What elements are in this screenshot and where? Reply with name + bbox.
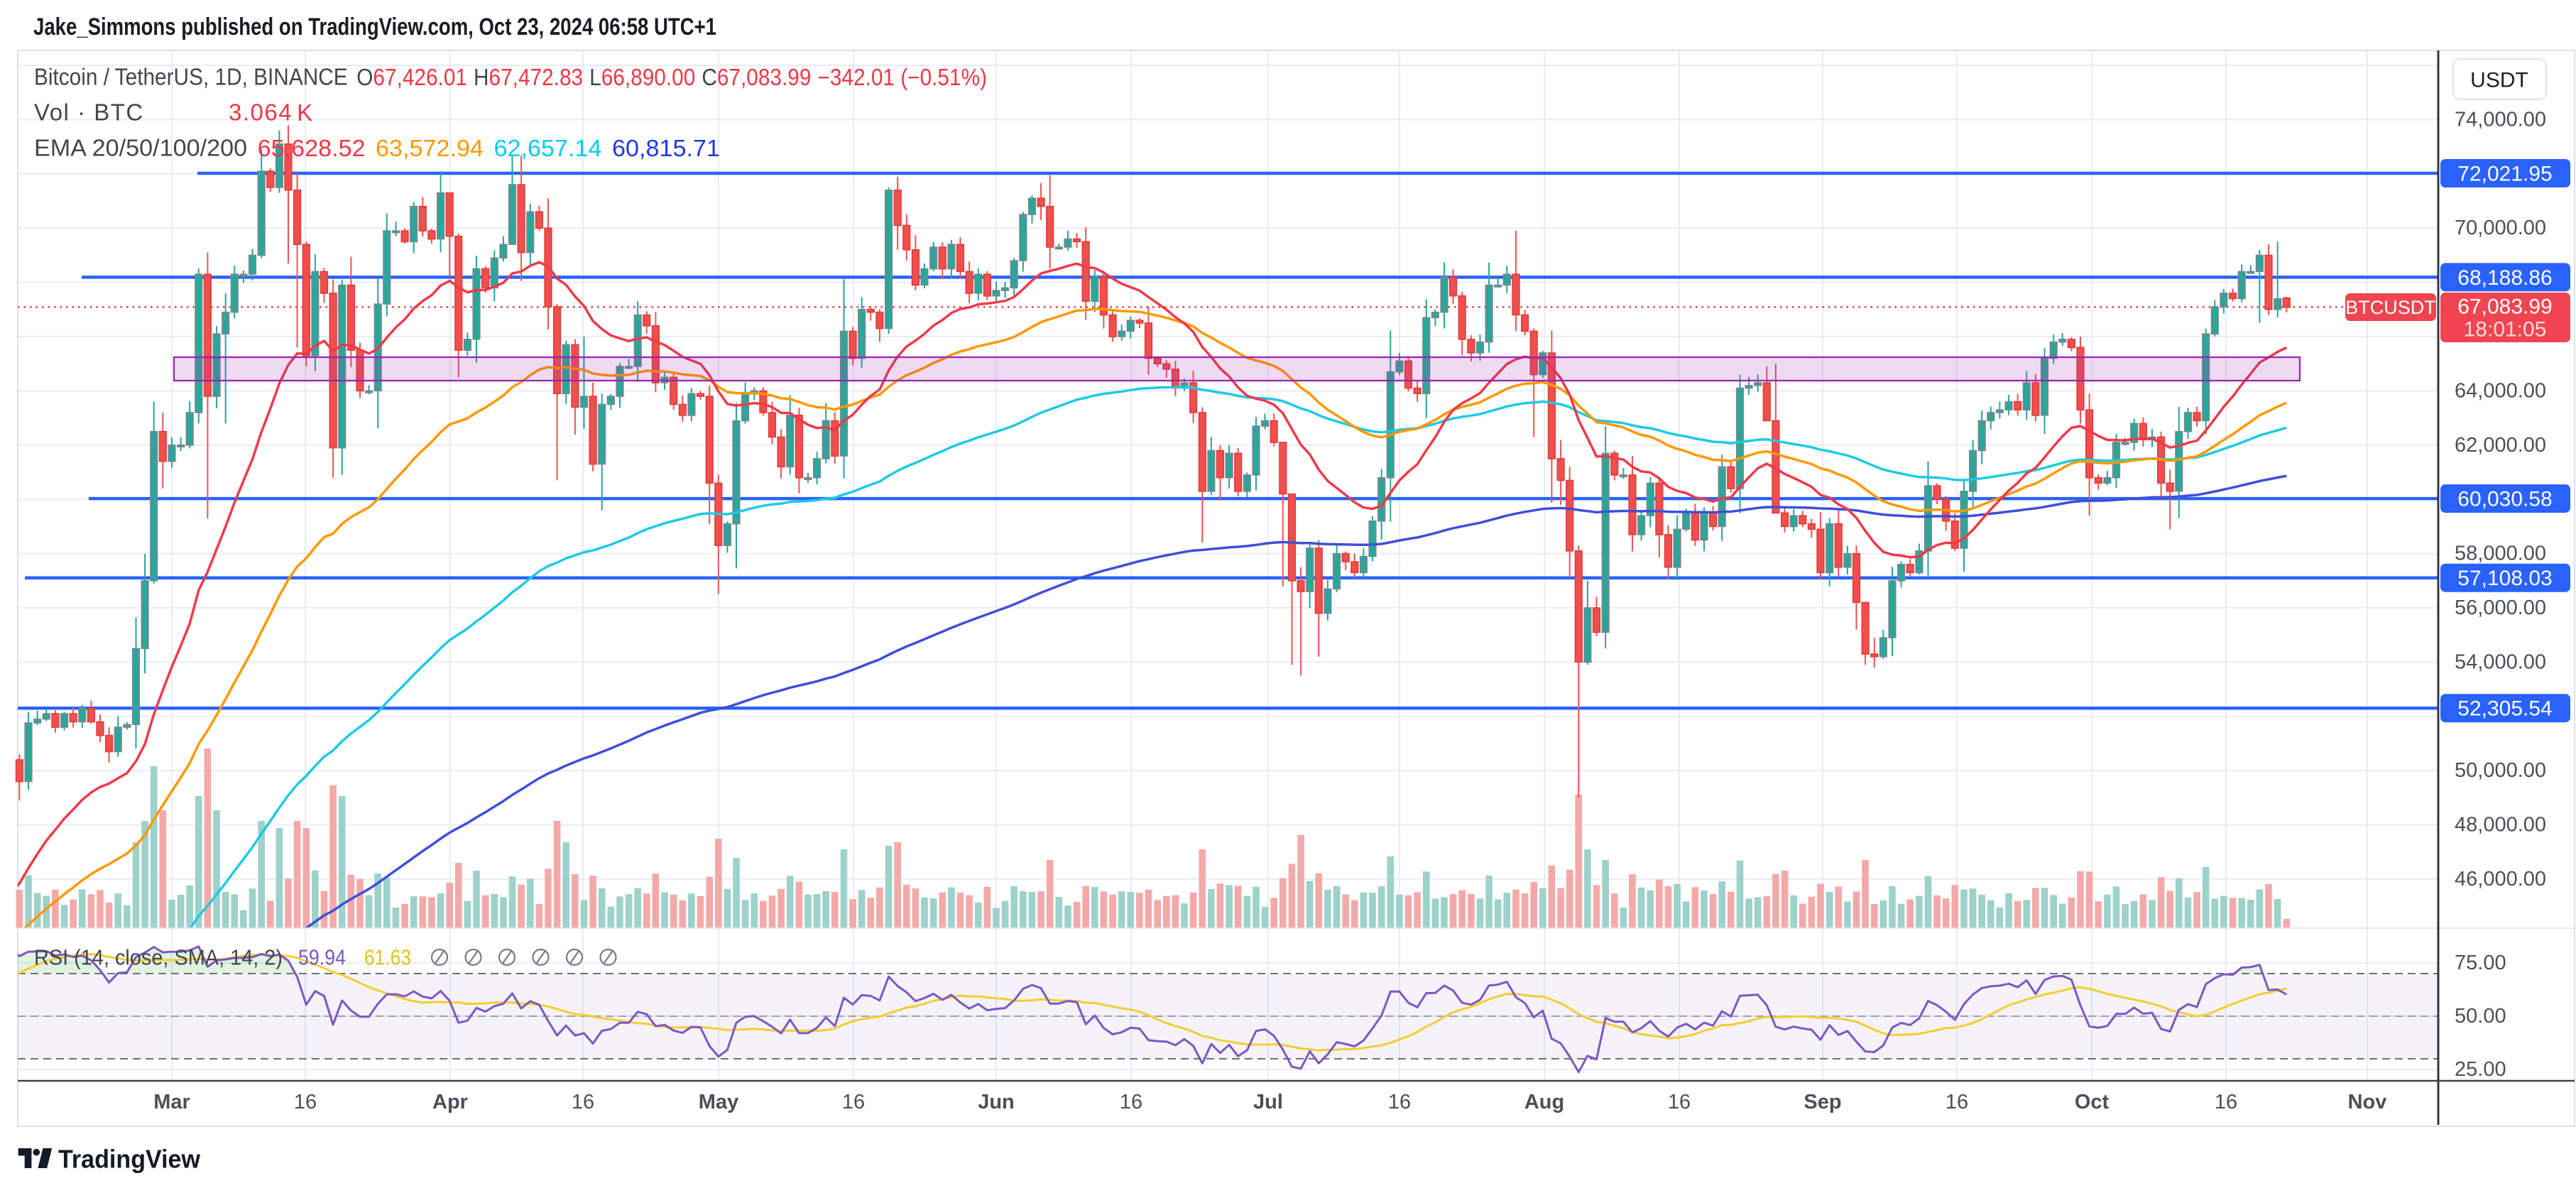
svg-text:70,000.00: 70,000.00 [2455,217,2546,239]
svg-text:72,021.95: 72,021.95 [2457,163,2552,186]
svg-text:75.00: 75.00 [2455,952,2506,974]
svg-text:16: 16 [2215,1091,2237,1113]
svg-text:62,000.00: 62,000.00 [2455,434,2546,457]
svg-text:16: 16 [1388,1091,1411,1113]
svg-text:59.94: 59.94 [298,945,346,970]
svg-text:USDT: USDT [2470,69,2528,92]
svg-text:48,000.00: 48,000.00 [2455,814,2546,837]
svg-text:Jul: Jul [1253,1091,1283,1113]
svg-text:Oct: Oct [2075,1091,2110,1113]
svg-text:Mar: Mar [153,1091,190,1113]
svg-text:16: 16 [1945,1091,1968,1113]
svg-text:Aug: Aug [1524,1091,1564,1113]
svg-text:Vol · BTC: Vol · BTC [34,99,144,126]
svg-text:60,030.58: 60,030.58 [2457,488,2552,511]
svg-text:61.63: 61.63 [364,945,411,970]
svg-text:Bitcoin / TetherUS, 1D, BINANC: Bitcoin / TetherUS, 1D, BINANCEO67,426.0… [34,64,987,90]
svg-text:Nov: Nov [2348,1091,2387,1113]
svg-text:56,000.00: 56,000.00 [2455,596,2546,619]
svg-text:16: 16 [572,1091,594,1113]
svg-text:16: 16 [1668,1091,1691,1113]
svg-text:16: 16 [1120,1091,1142,1113]
svg-text:74,000.00: 74,000.00 [2455,108,2546,131]
svg-text:RSI (14, close, SMA, 14, 2): RSI (14, close, SMA, 14, 2) [34,945,283,970]
svg-text:Sep: Sep [1803,1091,1841,1113]
svg-text:68,188.86: 68,188.86 [2457,266,2552,290]
svg-text:May: May [699,1091,738,1113]
svg-text:BTCUSDT: BTCUSDT [2345,297,2436,318]
svg-text:TradingView: TradingView [58,1145,201,1174]
svg-text:46,000.00: 46,000.00 [2455,868,2546,890]
svg-text:Apr: Apr [432,1091,468,1113]
svg-text:58,000.00: 58,000.00 [2455,543,2546,565]
svg-text:Jake_Simmons published on Trad: Jake_Simmons published on TradingView.co… [33,13,716,40]
svg-text:50.00: 50.00 [2455,1005,2506,1028]
svg-text:67,083.99: 67,083.99 [2457,295,2552,319]
svg-text:16: 16 [842,1091,865,1113]
svg-text:54,000.00: 54,000.00 [2455,650,2546,673]
svg-text:Jun: Jun [978,1091,1015,1113]
svg-text:18:01:05: 18:01:05 [2464,318,2547,342]
svg-text:50,000.00: 50,000.00 [2455,759,2546,782]
svg-text:52,305.54: 52,305.54 [2457,697,2552,721]
svg-text:64,000.00: 64,000.00 [2455,379,2546,402]
svg-text:57,108.03: 57,108.03 [2457,567,2552,590]
svg-text:16: 16 [294,1091,317,1113]
svg-text:25.00: 25.00 [2455,1058,2506,1081]
